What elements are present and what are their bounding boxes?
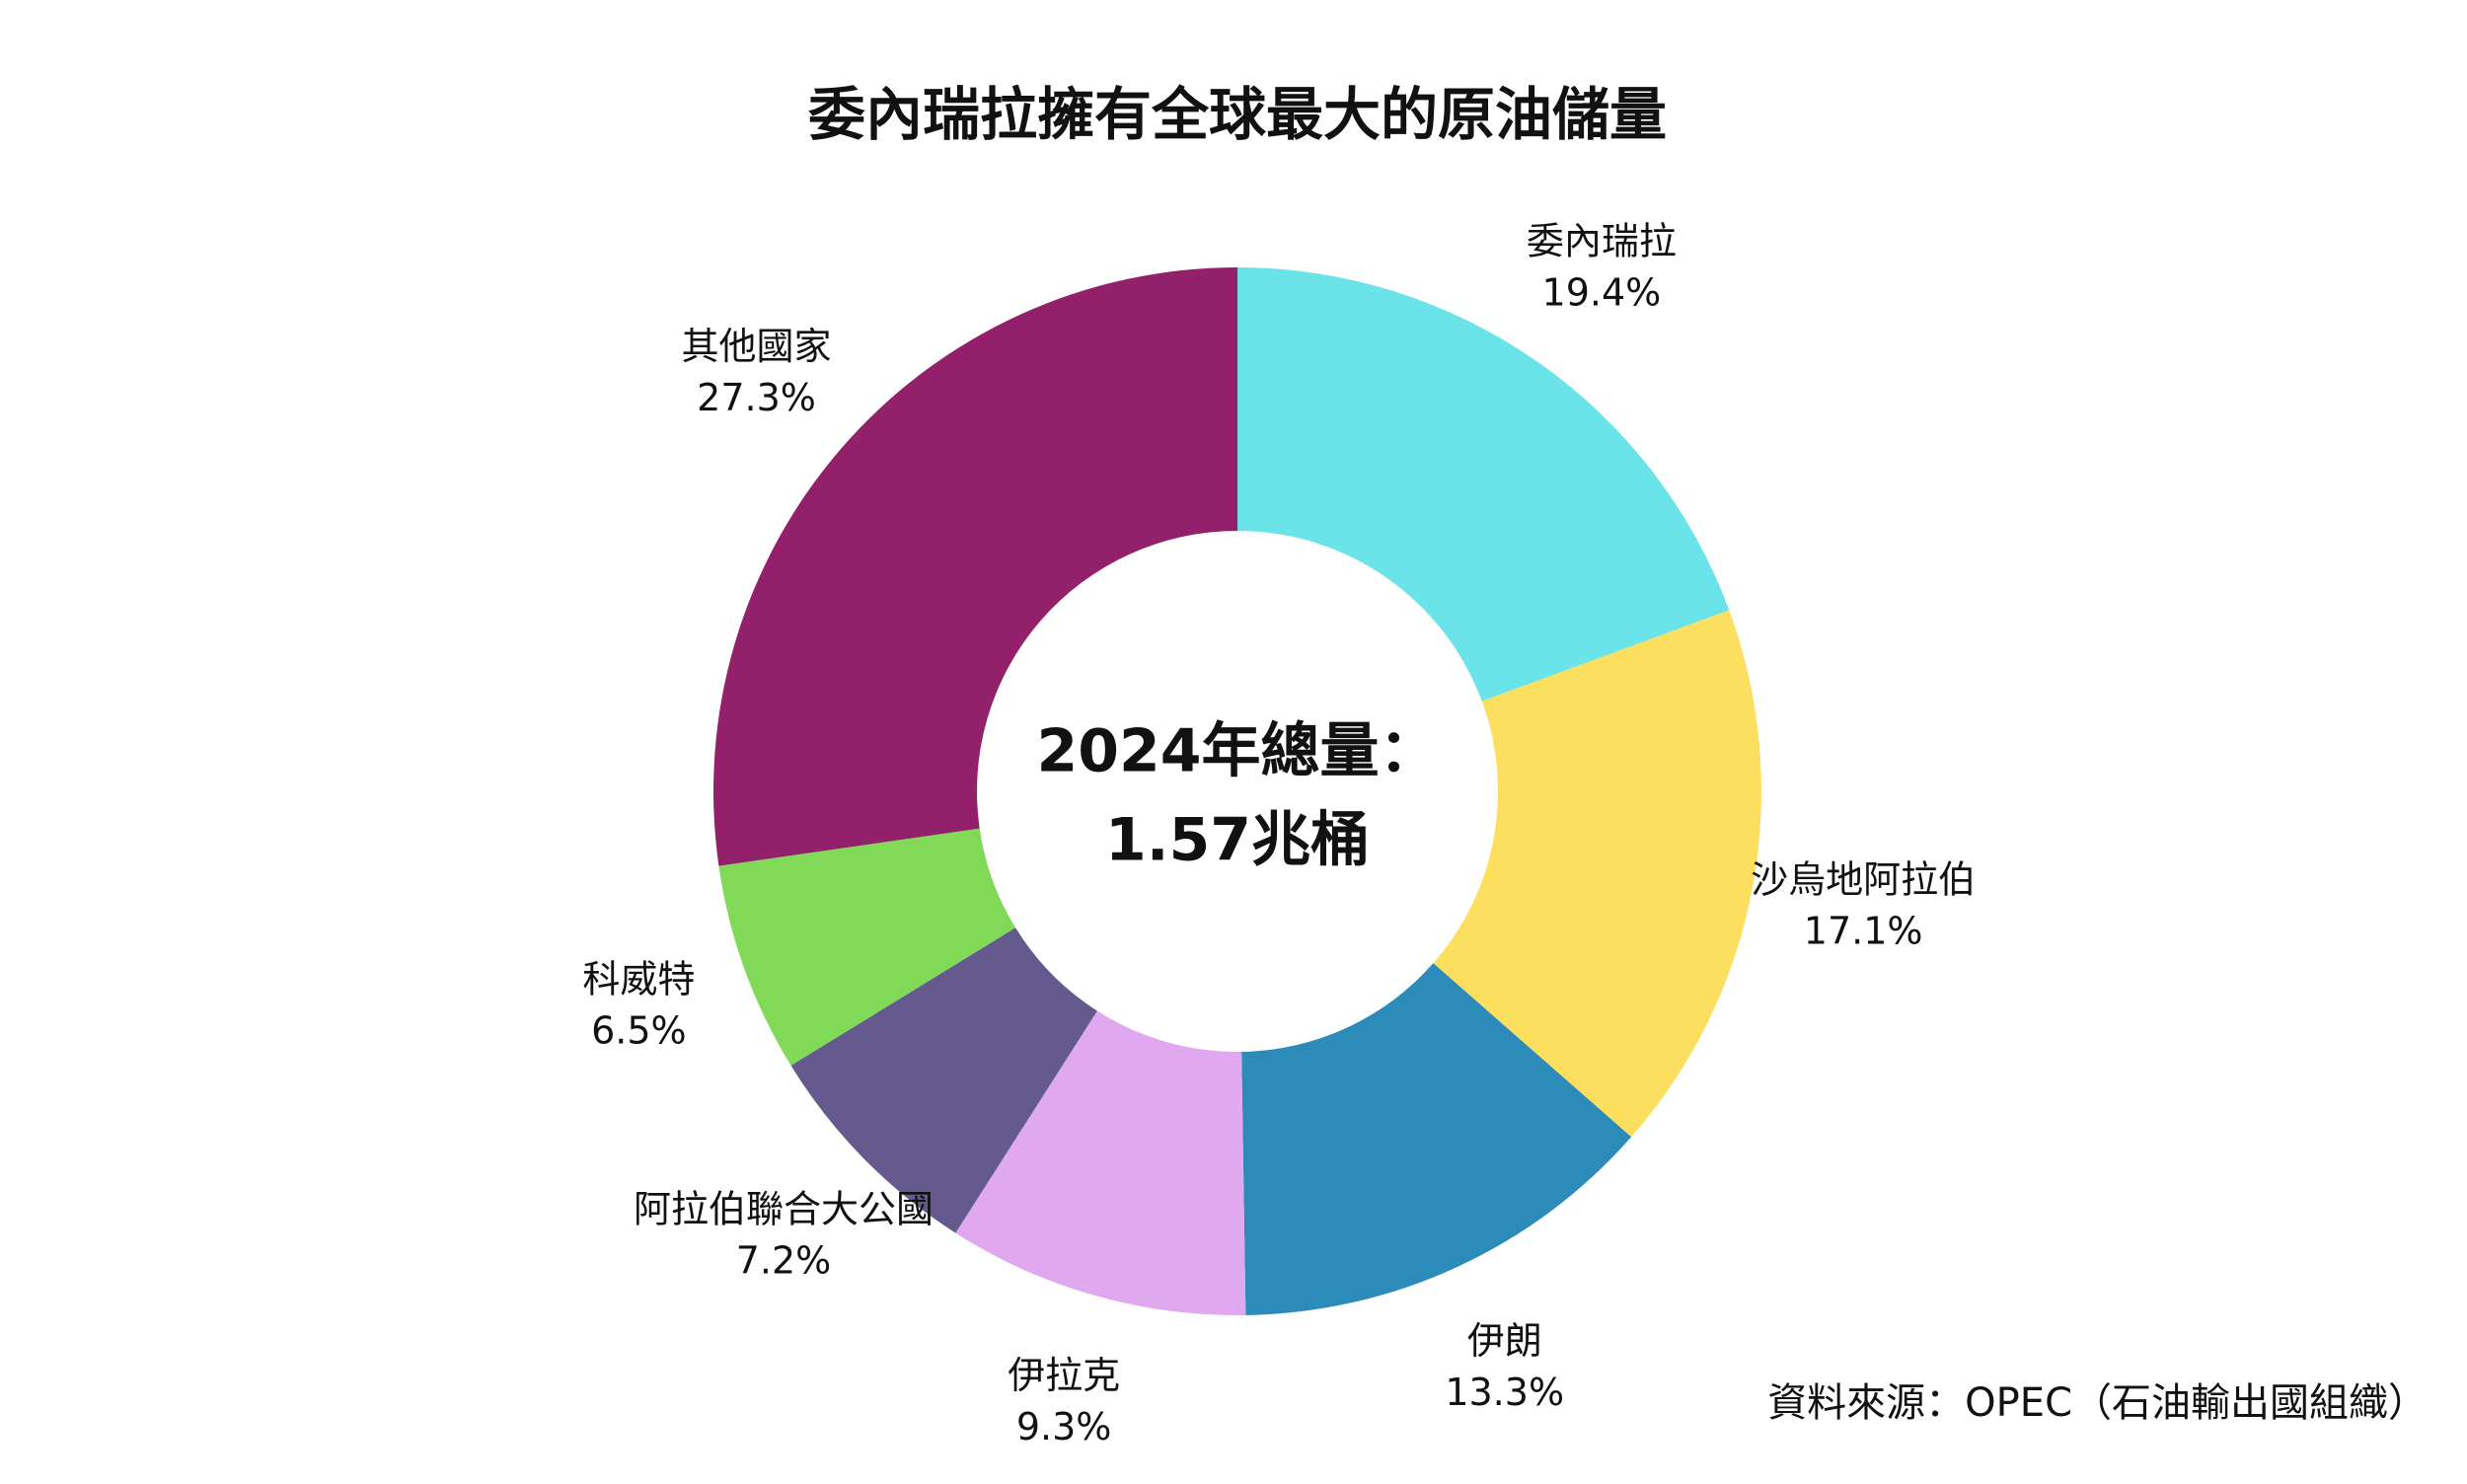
- value-label: 7.2%: [736, 1239, 832, 1283]
- value-label: 19.4%: [1542, 270, 1662, 314]
- source-note: 資料來源：OPEC（石油輸出國組織）: [1767, 1380, 2428, 1426]
- donut-slice: [790, 928, 1097, 1233]
- slice-label: 伊拉克: [1008, 1354, 1120, 1397]
- donut-slice: [1241, 963, 1632, 1315]
- donut-slice: [1237, 267, 1730, 702]
- donut-slice: [713, 267, 1237, 866]
- slice-label: 委內瑞拉: [1527, 219, 1677, 262]
- value-label: 9.3%: [1016, 1405, 1112, 1448]
- donut-slice: [718, 828, 1016, 1066]
- value-label: 6.5%: [591, 1009, 687, 1053]
- slice-label: 沙烏地阿拉伯: [1751, 857, 1976, 901]
- slice-label: 伊朗: [1467, 1319, 1542, 1363]
- chart-title: 委內瑞拉擁有全球最大的原油儲量: [808, 81, 1667, 148]
- donut-slice: [955, 1010, 1246, 1315]
- value-label: 13.3%: [1445, 1371, 1564, 1414]
- center-text: 1.57兆桶: [1105, 806, 1370, 875]
- donut-slice: [1433, 610, 1761, 1138]
- value-label: 27.3%: [697, 376, 816, 419]
- value-label: 17.1%: [1804, 909, 1923, 952]
- slice-label: 科威特: [582, 958, 695, 1002]
- center-text: 2024年總量：: [1037, 717, 1439, 786]
- slice-label: 其他國家: [682, 325, 832, 368]
- slice-label: 阿拉伯聯合大公國: [634, 1188, 934, 1231]
